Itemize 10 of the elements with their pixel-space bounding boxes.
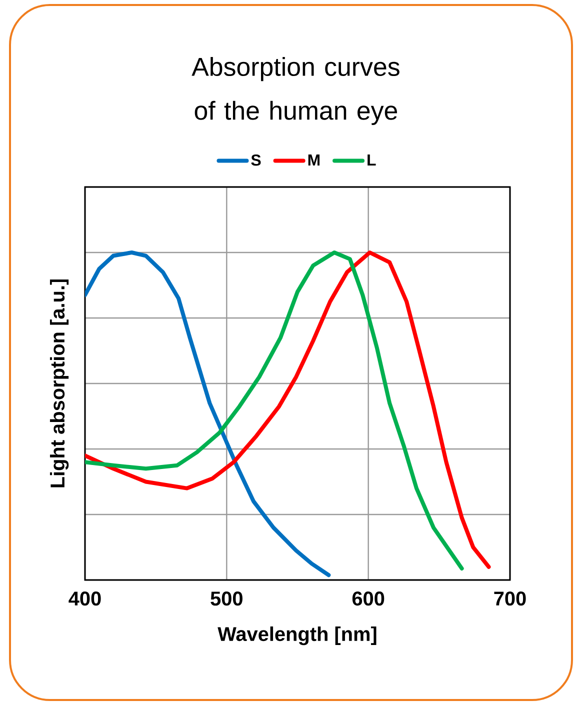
x-tick-label: 500 [210,592,242,606]
x-axis-title: Wavelength [nm] [218,626,376,646]
legend-label: L [368,154,376,166]
legend-label: S [251,154,261,166]
legend-label: M [308,154,320,166]
x-tick-label: 700 [494,592,526,606]
x-tick-label: 600 [352,592,384,606]
x-tick-label: 400 [68,592,101,606]
y-axis-title: Light absorption [a.u.] [50,279,69,488]
chart-title: Absorption curves of the human eye [192,57,400,125]
